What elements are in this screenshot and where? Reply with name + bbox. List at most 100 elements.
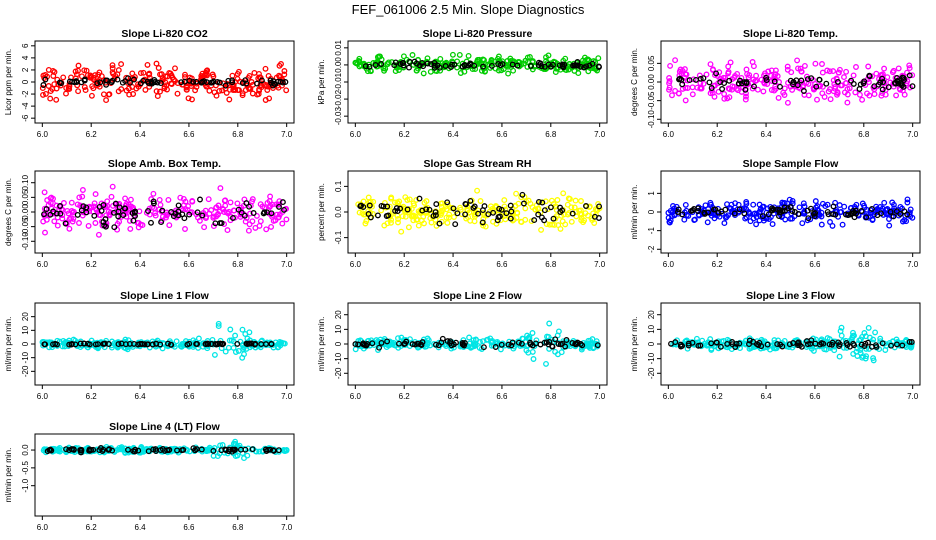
data-points — [352, 51, 602, 77]
data-point — [768, 67, 775, 74]
data-point — [574, 59, 581, 65]
data-point — [769, 78, 775, 84]
y-axis-label: degrees C per min. — [630, 48, 639, 116]
x-tick-label: 6.4 — [135, 260, 147, 269]
data-point — [157, 341, 164, 348]
data-point — [41, 189, 48, 196]
data-point — [382, 65, 389, 72]
data-point — [226, 446, 233, 453]
data-point — [710, 206, 717, 213]
data-point — [140, 69, 147, 76]
data-point — [154, 79, 161, 86]
data-point — [215, 323, 222, 330]
data-point — [824, 201, 831, 208]
data-point — [180, 446, 187, 453]
data-point — [57, 210, 64, 217]
data-point — [275, 84, 282, 91]
data-point — [906, 338, 913, 345]
data-point — [229, 79, 236, 86]
data-point — [675, 209, 681, 215]
data-point — [493, 220, 500, 227]
data-point — [109, 62, 116, 69]
panel-title: Slope Li-820 CO2 — [121, 28, 208, 40]
data-point — [210, 447, 217, 454]
y-tick-label: -1 — [647, 227, 656, 235]
data-point — [366, 63, 373, 70]
data-point — [554, 197, 561, 203]
data-point — [183, 86, 190, 93]
data-point — [66, 447, 73, 454]
data-point — [901, 77, 907, 83]
data-point — [130, 91, 137, 97]
data-point — [672, 87, 679, 94]
data-point — [760, 88, 767, 95]
data-point — [816, 76, 823, 83]
data-point — [461, 61, 468, 68]
data-point — [426, 206, 433, 213]
panel: Slope Line 3 Flow 6.0 6.2 6.4 6.6 6.8 7.0 -20 -1… — [630, 290, 921, 401]
data-point — [909, 72, 916, 79]
data-point — [443, 206, 450, 213]
data-point — [420, 213, 427, 220]
data-point — [852, 207, 859, 214]
data-point — [215, 320, 222, 327]
data-point — [416, 195, 423, 202]
data-point — [106, 446, 113, 453]
panel-title: Slope Amb. Box Temp. — [108, 158, 221, 170]
data-point — [283, 216, 290, 223]
data-point — [510, 216, 517, 223]
data-point — [697, 342, 704, 349]
data-point — [689, 339, 696, 346]
data-point — [518, 219, 525, 225]
data-point — [879, 90, 886, 97]
panel-title: Slope Line 2 Flow — [433, 290, 523, 302]
data-point — [266, 95, 273, 102]
x-tick-label: 6.2 — [399, 130, 411, 139]
data-point — [787, 204, 794, 211]
data-point — [801, 62, 808, 69]
data-point — [232, 349, 239, 355]
data-point — [757, 205, 764, 212]
data-point — [92, 72, 99, 79]
data-point — [447, 340, 453, 346]
data-point — [60, 74, 67, 81]
data-point — [435, 342, 442, 349]
y-tick-label: 0 — [21, 341, 30, 346]
data-point — [767, 342, 774, 349]
data-point — [230, 215, 236, 221]
data-point — [42, 90, 49, 97]
data-point — [576, 207, 583, 214]
data-point — [410, 212, 417, 219]
x-tick-label: 7.0 — [594, 260, 606, 269]
data-points — [39, 320, 288, 361]
data-point — [122, 78, 129, 85]
x-tick-label: 6.8 — [232, 130, 244, 139]
data-point — [99, 448, 106, 455]
data-point — [784, 66, 791, 73]
x-tick-label: 6.4 — [761, 130, 773, 139]
data-point — [594, 342, 601, 349]
data-point — [281, 68, 288, 74]
data-point — [242, 446, 249, 453]
data-point — [850, 340, 857, 347]
data-point — [186, 77, 193, 84]
data-point — [51, 69, 58, 75]
y-tick-label: -10 — [21, 351, 30, 363]
data-point — [104, 198, 111, 205]
data-point — [541, 207, 548, 214]
x-tick-label: 6.4 — [135, 392, 147, 401]
x-tick-label: 7.0 — [594, 392, 606, 401]
data-point — [814, 96, 820, 103]
data-point — [909, 214, 916, 221]
data-point — [152, 448, 159, 454]
data-point — [418, 342, 425, 349]
plot-frame — [347, 40, 608, 124]
data-point — [228, 337, 235, 344]
data-point — [774, 341, 781, 348]
data-point — [352, 341, 359, 348]
y-tick-label: -4 — [21, 102, 30, 110]
data-point — [804, 207, 811, 214]
data-point — [194, 209, 201, 216]
data-point — [678, 76, 685, 83]
data-point — [77, 202, 84, 209]
